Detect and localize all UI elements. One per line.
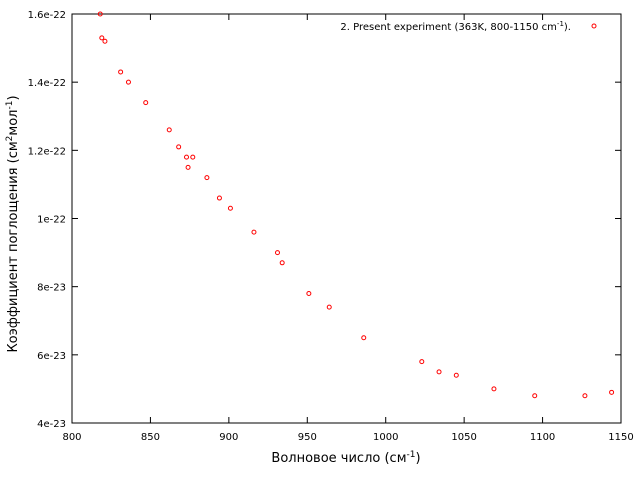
data-point — [125, 79, 131, 85]
data-point — [97, 11, 103, 17]
x-tick-label: 950 — [298, 432, 317, 443]
y-tick-label: 1.6e-22 — [28, 10, 66, 21]
data-point — [216, 195, 222, 201]
data-point — [166, 127, 172, 133]
legend-label: 2. Present experiment (363K, 800-1150 cm… — [340, 20, 571, 33]
data-point — [326, 304, 332, 310]
y-tick-label: 8e-23 — [37, 283, 66, 294]
x-tick-label: 800 — [62, 432, 81, 443]
data-point — [118, 69, 124, 75]
x-tick-label: 1050 — [451, 432, 476, 443]
data-point — [227, 205, 233, 211]
data-point — [491, 386, 497, 392]
data-point — [204, 175, 210, 181]
y-tick-label: 4e-23 — [37, 419, 66, 430]
data-points — [97, 11, 615, 399]
data-point — [532, 393, 538, 399]
data-point — [99, 35, 105, 41]
y-axis-label: Коэффициент поглощения (см2мол-1) — [5, 95, 21, 352]
legend: 2. Present experiment (363K, 800-1150 cm… — [340, 20, 597, 33]
data-point — [185, 164, 191, 170]
data-point — [251, 229, 257, 235]
x-tick-label: 850 — [141, 432, 160, 443]
x-tick-label: 900 — [219, 432, 238, 443]
data-point — [102, 38, 108, 44]
tick-labels: 800 850 900 950 1000 1050 1100 1150 4e-23 6e-23 8e… — [28, 10, 634, 443]
data-point — [274, 250, 280, 256]
data-point — [436, 369, 442, 375]
y-tick-label: 1.4e-22 — [28, 78, 66, 89]
x-tick-label: 1150 — [608, 432, 633, 443]
data-point — [190, 154, 196, 160]
x-axis-label: Волновое число (см-1) — [271, 450, 420, 466]
data-point — [609, 389, 615, 395]
data-point — [361, 335, 367, 341]
data-point — [582, 393, 588, 399]
data-point — [143, 100, 149, 106]
y-tick-label: 1.2e-22 — [28, 146, 66, 157]
data-point — [176, 144, 182, 150]
y-tick-label: 6e-23 — [37, 351, 66, 362]
data-point — [453, 372, 459, 378]
x-tick-label: 1100 — [530, 432, 555, 443]
data-point — [279, 260, 285, 266]
x-tick-label: 1000 — [373, 432, 398, 443]
data-point — [184, 154, 190, 160]
legend-marker — [591, 23, 597, 29]
data-point — [419, 359, 425, 365]
plot-frame — [71, 13, 622, 424]
y-tick-label: 1e-22 — [37, 215, 66, 226]
data-point — [306, 290, 312, 296]
